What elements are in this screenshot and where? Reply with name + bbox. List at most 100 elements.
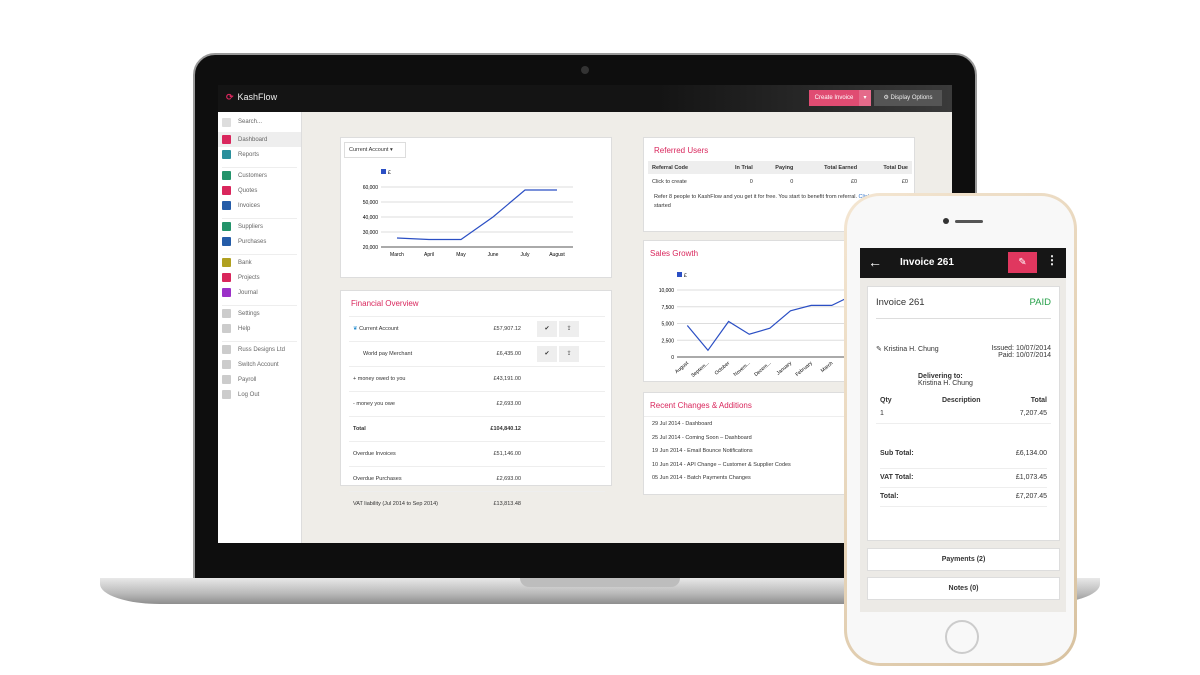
sidebar-item-label: Quotes: [238, 187, 258, 194]
display-options-button[interactable]: ⚙ Display Options: [874, 90, 942, 106]
logo-icon: ⟳: [226, 92, 234, 102]
y-tick-label: 0: [671, 355, 674, 361]
log-out-icon: [222, 390, 231, 399]
list-item[interactable]: 05 Jun 2014 - Batch Payments Changes: [652, 475, 751, 481]
x-tick-label: June: [488, 252, 499, 258]
back-arrow-icon[interactable]: ←: [868, 254, 882, 270]
sidebar-item-help[interactable]: Help: [218, 321, 301, 336]
cell: £0: [901, 179, 908, 185]
amount: £104,840.12: [473, 416, 525, 442]
payroll-icon: [222, 375, 231, 384]
referred-users-title: Referred Users: [654, 146, 709, 155]
account-chart: £20,000 30,000 40,000 50,000 60,000 March Apri…: [363, 169, 573, 258]
customer-name[interactable]: ✎ Kristina H. Chung: [876, 346, 939, 353]
sidebar-item-invoices[interactable]: Invoices: [218, 198, 301, 213]
sidebar-item-label: Suppliers: [238, 223, 264, 230]
x-tick-label: Novem...: [733, 360, 752, 377]
delivering-label: Delivering to:: [918, 373, 963, 380]
y-tick-label: 5,000: [661, 322, 674, 328]
sidebar-item-projects[interactable]: Projects: [218, 270, 301, 285]
purchases-icon: [222, 237, 231, 246]
invoice-number: Invoice 261: [876, 297, 925, 308]
table-row: Overdue Invoices £51,146.00: [349, 441, 605, 467]
list-item[interactable]: 19 Jun 2014 - Email Bounce Notifications: [652, 448, 753, 454]
create-invoice-button[interactable]: Create Invoice: [809, 90, 859, 106]
sidebar-item-bank[interactable]: Bank: [218, 255, 301, 270]
y-tick-label: 30,000: [363, 230, 379, 236]
table-row: Total £104,840.12: [349, 416, 605, 442]
grand-total: £7,207.45: [1015, 493, 1047, 500]
projects-icon: [222, 273, 231, 282]
sidebar-item-customers[interactable]: Customers: [218, 168, 301, 183]
more-vertical-icon[interactable]: ⋮: [1046, 253, 1058, 267]
reconcile-check-icon[interactable]: ✔: [537, 321, 557, 337]
sidebar-item-reports[interactable]: Reports: [218, 147, 301, 162]
list-item[interactable]: 10 Jun 2014 - API Change – Customer & Su…: [652, 461, 791, 468]
x-tick-label: March: [390, 252, 404, 258]
sidebar-item-settings[interactable]: Settings: [218, 306, 301, 321]
x-tick-label: July: [521, 252, 530, 258]
amount: £6,435.00: [473, 341, 525, 367]
x-tick-label: April: [424, 252, 434, 258]
y-tick-label: 10,000: [659, 288, 675, 294]
click-to-create-link[interactable]: Click to create: [652, 179, 687, 185]
sidebar-item-log-out[interactable]: Log Out: [218, 387, 301, 402]
sales-growth-title: Sales Growth: [650, 249, 699, 258]
x-tick-label: May: [456, 252, 466, 258]
y-tick-label: 2,500: [661, 338, 674, 344]
payments-button[interactable]: Payments (2): [867, 548, 1060, 571]
laptop-notch: [520, 578, 680, 587]
edit-pencil-icon[interactable]: ✎: [1008, 252, 1037, 273]
help-icon: [222, 324, 231, 333]
list-item[interactable]: 29 Jul 2014 - Dashboard: [652, 421, 713, 427]
reports-icon: [222, 150, 231, 159]
sidebar-item-label: Log Out: [238, 391, 260, 398]
invoice-card: Invoice 261 PAID ✎ Kristina H. Chung Issue…: [867, 286, 1060, 541]
list-item[interactable]: 25 Jul 2014 - Coming Soon – Dashboard: [652, 434, 752, 441]
sidebar-item-dashboard[interactable]: Dashboard: [218, 132, 301, 147]
dashboard-icon: [222, 135, 231, 144]
legend-swatch: [381, 169, 386, 174]
sidebar-item-quotes[interactable]: Quotes: [218, 183, 301, 198]
export-icon[interactable]: ⇪: [559, 321, 579, 337]
status-badge: PAID: [1029, 297, 1051, 308]
table-row: ❦ Current Account £57,907.12 ✔ ⇪: [349, 316, 605, 342]
y-tick-label: 40,000: [363, 215, 379, 221]
phone-screen: ← Invoice 261 ✎ ⋮ Invoice 261 PAID ✎ Kris…: [860, 248, 1066, 612]
sidebar-item-payroll[interactable]: Payroll: [218, 372, 301, 387]
sidebar-item-switch-account[interactable]: Switch Account: [218, 357, 301, 372]
sidebar-divider: [222, 162, 297, 168]
financial-overview-card: Financial Overview ❦ Current Account £57,…: [340, 290, 612, 517]
cell: £0: [850, 179, 858, 185]
sidebar-divider: [222, 300, 297, 306]
invoices-icon: [222, 201, 231, 210]
sidebar-item-purchases[interactable]: Purchases: [218, 234, 301, 249]
sidebar-item-label: Journal: [238, 289, 258, 296]
financial-overview-title: Financial Overview: [351, 299, 419, 308]
amount: £51,146.00: [473, 441, 525, 467]
search-input[interactable]: Search...: [238, 119, 263, 125]
reconcile-check-icon[interactable]: ✔: [537, 346, 557, 362]
sidebar-item-suppliers[interactable]: Suppliers: [218, 219, 301, 234]
column-header: In Trial: [716, 161, 757, 174]
top-bar: ⟳ KashFlow Create Invoice ▾ ⚙ Display Opt…: [218, 85, 952, 112]
create-invoice-dropdown[interactable]: ▾: [859, 90, 871, 106]
sidebar-item-label: Help: [238, 325, 251, 332]
sidebar-item-label: Reports: [238, 151, 260, 158]
sidebar-item-journal[interactable]: Journal: [218, 285, 301, 300]
phone-title: Invoice 261: [900, 257, 954, 268]
recent-changes-title: Recent Changes & Additions: [644, 393, 914, 417]
delivering-name: Kristina H. Chung: [918, 380, 973, 387]
legend-label: £: [684, 273, 687, 279]
sidebar-item-russ-designs-ltd[interactable]: Russ Designs Ltd: [218, 342, 301, 357]
sidebar-item-label: Settings: [238, 310, 260, 317]
account-select[interactable]: Current Account ▾: [344, 142, 406, 158]
suppliers-icon: [222, 222, 231, 231]
sidebar-item-label: Invoices: [238, 202, 261, 209]
export-icon[interactable]: ⇪: [559, 346, 579, 362]
x-tick-label: Septem...: [690, 360, 710, 378]
search[interactable]: Search...: [218, 112, 301, 132]
home-button[interactable]: [945, 620, 979, 654]
legend-label: £: [388, 170, 391, 176]
notes-button[interactable]: Notes (0): [867, 577, 1060, 600]
